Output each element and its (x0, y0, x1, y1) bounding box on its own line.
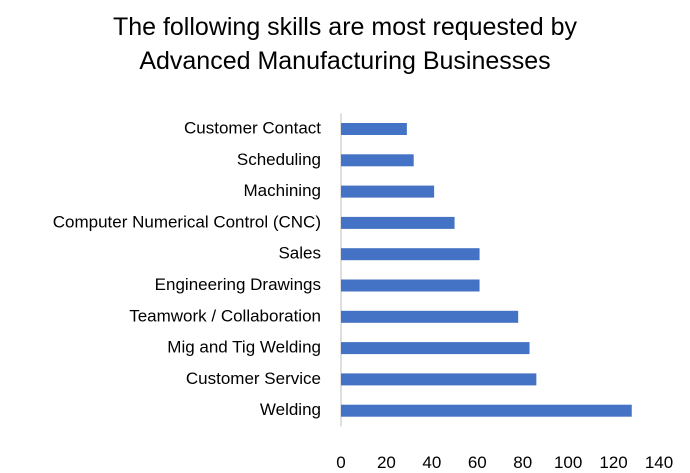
x-tick-label-140: 140 (645, 453, 673, 472)
bar-teamwork-collaboration (341, 310, 519, 323)
bar-mig-and-tig-welding (341, 342, 530, 355)
category-label-computer-numerical-control-cnc: Computer Numerical Control (CNC) (53, 212, 321, 231)
bar-customer-service (341, 373, 537, 386)
chart-title-line-1: The following skills are most requested … (112, 13, 578, 41)
bar-customer-contact (341, 123, 407, 135)
category-label-scheduling: Scheduling (237, 150, 321, 169)
x-tick-label-120: 120 (599, 453, 627, 472)
bar-computer-numerical-control-cnc (341, 216, 455, 229)
chart-title: The following skills are most requested … (0, 10, 690, 78)
bar-sales (341, 248, 480, 261)
category-label-engineering-drawings: Engineering Drawings (155, 275, 321, 294)
x-tick-labels-group: 0 20 40 60 80 100 120 140 (336, 453, 673, 472)
x-tick-label-100: 100 (554, 453, 582, 472)
category-label-mig-and-tig-welding: Mig and Tig Welding (167, 338, 321, 357)
category-labels-group: Customer Contact Scheduling Machining Compu… (53, 118, 322, 419)
category-label-customer-contact: Customer Contact (184, 118, 321, 137)
x-tick-label-0: 0 (336, 453, 345, 472)
category-label-machining: Machining (244, 181, 322, 200)
category-label-sales: Sales (278, 244, 321, 263)
bars-group (341, 123, 632, 417)
x-tick-label-20: 20 (377, 453, 396, 472)
bar-engineering-drawings (341, 279, 480, 292)
bar-welding (341, 404, 632, 417)
x-tick-label-80: 80 (513, 453, 532, 472)
category-label-teamwork-collaboration: Teamwork / Collaboration (129, 306, 321, 325)
category-label-welding: Welding (260, 400, 321, 419)
category-label-customer-service: Customer Service (186, 369, 321, 388)
bar-machining (341, 185, 435, 198)
x-tick-label-60: 60 (468, 453, 487, 472)
bar-scheduling (341, 154, 414, 167)
x-tick-label-40: 40 (422, 453, 441, 472)
chart-title-line-2: Advanced Manufacturing Businesses (139, 47, 551, 75)
